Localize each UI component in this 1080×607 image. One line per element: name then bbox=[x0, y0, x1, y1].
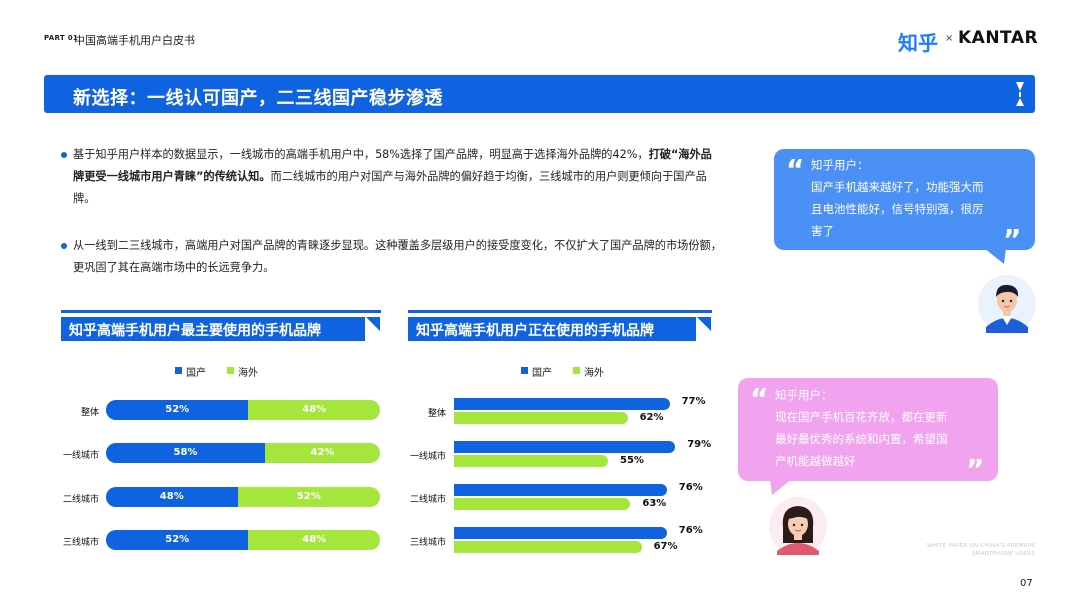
category-label: 一线城市 bbox=[409, 452, 446, 462]
legend-domestic-label: 国产 bbox=[186, 368, 206, 379]
chart1-title: 知乎高端手机用户最主要使用的手机品牌 bbox=[69, 323, 321, 339]
bar-domestic-label: 58% bbox=[173, 447, 198, 458]
bullet-paragraph-2: 从一线到二三线城市，高端用户对国产品牌的青睐逐步显现。这种覆盖多层级用户的接受度… bbox=[73, 235, 723, 279]
bar-domestic bbox=[454, 484, 667, 496]
legend-overseas-label: 海外 bbox=[584, 368, 604, 379]
banner-title: 新选择：一线认可国产，二三线国产稳步渗透 bbox=[73, 88, 443, 109]
bar-overseas-label: 42% bbox=[310, 447, 335, 458]
quote-2-line-2: 最好最优秀的系统和内置，希望国 bbox=[775, 432, 948, 446]
quote-bubble-2 bbox=[738, 378, 998, 481]
bar-domestic bbox=[454, 527, 667, 539]
page-number: 07 bbox=[1020, 578, 1033, 589]
close-quote-icon: ” bbox=[1003, 223, 1022, 256]
quote-2-line-3: 产机能越做越好 bbox=[775, 454, 856, 468]
bar-domestic-value: 77% bbox=[681, 396, 706, 407]
paragraph-2-text: 从一线到二三线城市，高端用户对国产品牌的青睐逐步显现。这种覆盖多层级用户的接受度… bbox=[73, 239, 722, 274]
bar-domestic bbox=[106, 487, 238, 507]
female-avatar-icon bbox=[769, 497, 827, 555]
category-label: 整体 bbox=[80, 408, 99, 418]
bar-overseas-value: 62% bbox=[639, 412, 664, 423]
bar-overseas-value: 63% bbox=[642, 498, 667, 509]
legend-domestic-label: 国产 bbox=[532, 368, 552, 379]
section-divider bbox=[408, 310, 712, 313]
category-label: 一线城市 bbox=[62, 451, 99, 461]
bullet-paragraph-1: 基于知乎用户样本的数据显示，一线城市的高端手机用户中，58%选择了国产品牌，明显… bbox=[73, 144, 723, 210]
bar-domestic-label: 52% bbox=[165, 534, 190, 545]
quote-bubble-1 bbox=[774, 149, 1035, 250]
bar-overseas-label: 48% bbox=[302, 404, 327, 415]
title-banner bbox=[44, 75, 1035, 113]
quote-1-speaker: 知乎用户： bbox=[811, 158, 869, 172]
bar-domestic-value: 76% bbox=[678, 482, 703, 493]
legend-overseas-swatch bbox=[227, 367, 234, 374]
bar-domestic bbox=[454, 441, 676, 453]
section-divider bbox=[61, 310, 381, 313]
chart2-title-bar bbox=[408, 317, 696, 341]
watermark-line-2: SMARTPHONE USERS bbox=[971, 551, 1035, 557]
document-title: 中国高端手机用户白皮书 bbox=[74, 34, 195, 47]
kantar-logo: KANTAR bbox=[958, 28, 1039, 48]
bar-overseas bbox=[454, 412, 628, 424]
category-label: 三线城市 bbox=[62, 538, 99, 548]
watermark-line-1: WHITE PAPER ON CHINA'S PREMIUM bbox=[926, 543, 1035, 549]
bullet-dot-icon bbox=[61, 243, 67, 249]
quote-1-line-2: 且电池性能好，信号特别强，很厉 bbox=[811, 202, 984, 216]
open-quote-icon: “ bbox=[786, 153, 805, 186]
open-quote-icon: “ bbox=[750, 382, 769, 415]
legend-domestic-swatch bbox=[175, 367, 182, 374]
legend-domestic-swatch bbox=[521, 367, 528, 374]
corner-triangle-icon bbox=[366, 317, 380, 331]
quote-1-line-3: 害了 bbox=[811, 224, 834, 238]
corner-triangle-icon bbox=[697, 317, 711, 331]
legend-overseas-swatch bbox=[573, 367, 580, 374]
banner-triangles-icon bbox=[1016, 82, 1024, 106]
paragraph-1-text-end: 而二线城市的用户对国产与海外品牌的偏好趋于均衡，三线城市的用户则更倾向于国产品牌… bbox=[73, 170, 707, 205]
bubble-tail-icon bbox=[984, 248, 1006, 264]
bar-overseas-value: 67% bbox=[653, 541, 678, 552]
bar-domestic bbox=[454, 398, 670, 410]
bar-domestic-label: 48% bbox=[159, 491, 184, 502]
chart1-title-bar bbox=[61, 317, 365, 341]
quote-2-speaker: 知乎用户： bbox=[775, 388, 833, 402]
bar-overseas-label: 52% bbox=[296, 491, 321, 502]
part-label: PART 01 bbox=[44, 34, 79, 42]
chart2-title: 知乎高端手机用户正在使用的手机品牌 bbox=[416, 323, 654, 339]
watermark: WHITE PAPER ON CHINA'S PREMIUM SMARTPHON… bbox=[880, 542, 1035, 558]
category-label: 二线城市 bbox=[409, 495, 446, 505]
bar-domestic bbox=[106, 400, 249, 420]
legend-overseas-label: 海外 bbox=[238, 368, 258, 379]
bubble-tail-icon bbox=[770, 479, 792, 495]
bullet-dot-icon bbox=[61, 152, 67, 158]
bar-domestic-value: 79% bbox=[687, 439, 712, 450]
paragraph-1-bold-text: 打破“海外品牌更受一线城市用户青睐”的传统认知。 bbox=[73, 148, 712, 183]
bar-overseas-label: 48% bbox=[302, 534, 327, 545]
bar-domestic-label: 52% bbox=[165, 404, 190, 415]
close-quote-icon: ” bbox=[966, 453, 985, 486]
bar-overseas bbox=[454, 455, 608, 467]
category-label: 整体 bbox=[427, 409, 446, 419]
category-label: 二线城市 bbox=[62, 495, 99, 505]
bar-overseas bbox=[454, 498, 631, 510]
paragraph-1-text: 基于知乎用户样本的数据显示，一线城市的高端手机用户中，58%选择了国产品牌，明显… bbox=[73, 148, 649, 161]
category-label: 三线城市 bbox=[409, 538, 446, 548]
bar-overseas-value: 55% bbox=[620, 455, 644, 466]
bar-domestic bbox=[106, 443, 265, 463]
bar-domestic-value: 76% bbox=[678, 525, 703, 536]
bar-domestic bbox=[106, 530, 249, 550]
logo-separator: × bbox=[945, 33, 954, 44]
quote-1-line-1: 国产手机越来越好了，功能强大而 bbox=[811, 180, 984, 194]
zhihu-logo: 知乎 bbox=[898, 31, 938, 55]
quote-2-line-1: 现在国产手机百花齐放，都在更新 bbox=[775, 410, 948, 424]
bar-overseas bbox=[454, 541, 642, 553]
male-avatar-icon bbox=[978, 275, 1036, 333]
